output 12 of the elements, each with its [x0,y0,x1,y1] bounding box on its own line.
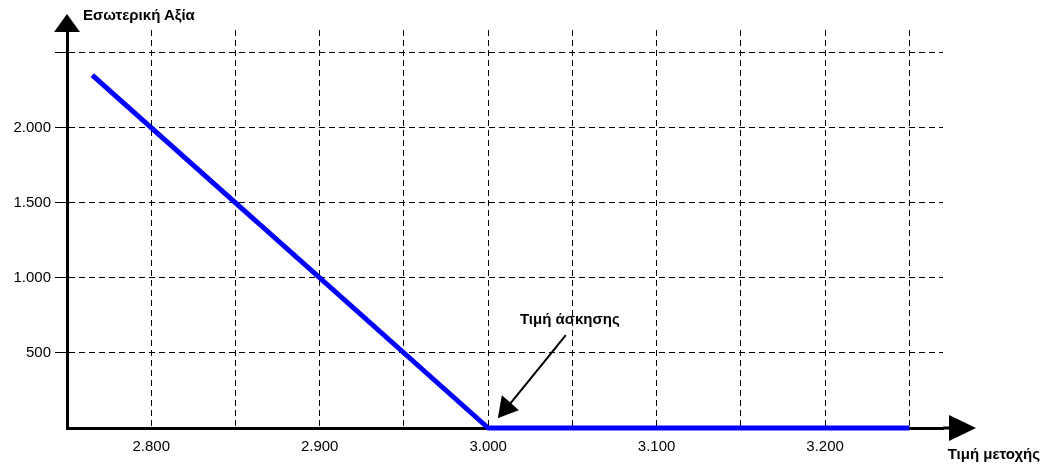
y-tick-label: 2.000 [13,117,51,135]
y-tick-label: 1.000 [13,267,51,285]
y-tick-label: 1.500 [13,192,51,210]
y-axis-title: Εσωτερική Αξία [83,6,196,24]
x-tick-label: 3.200 [806,437,844,455]
x-tick-label: 3.000 [469,437,507,455]
x-tick-label: 3.100 [637,437,676,455]
y-tick-label: 500 [25,343,51,361]
x-tick-label: 2.800 [132,437,170,455]
annotation: Τιμή άσκησης [519,310,620,328]
x-axis-title: Τιμή μετοχής [947,445,1041,463]
x-tick-label: 2.900 [300,437,339,455]
